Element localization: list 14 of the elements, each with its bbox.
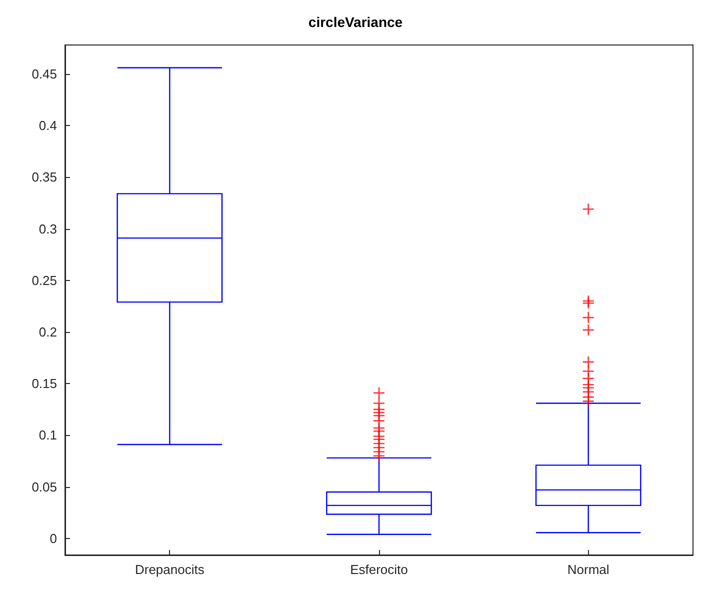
y-tick-label: 0 <box>50 530 57 546</box>
x-tick-label: Esferocito <box>350 562 408 577</box>
y-tick-label: 0.4 <box>38 118 57 134</box>
y-tick-label: 0.1 <box>38 428 57 443</box>
y-tick-label: 0.2 <box>38 324 57 340</box>
x-tick-label: Normal <box>567 562 610 577</box>
y-tick-label: 0.45 <box>32 66 57 82</box>
y-tick-label: 0.15 <box>32 376 57 392</box>
x-tick-label: Drepanocits <box>134 562 205 577</box>
y-tick-label: 0.3 <box>38 221 57 236</box>
y-tick-label: 0.05 <box>32 479 57 494</box>
chart-title: circleVariance <box>308 14 403 30</box>
y-tick-label: 0.25 <box>32 272 57 288</box>
y-tick-label: 0.35 <box>32 170 57 185</box>
